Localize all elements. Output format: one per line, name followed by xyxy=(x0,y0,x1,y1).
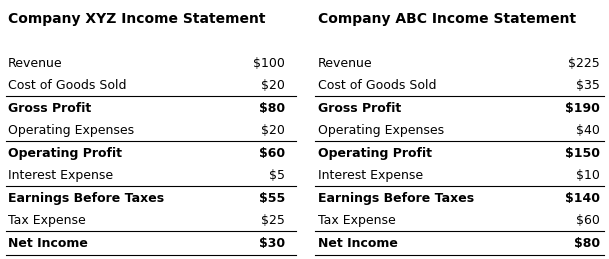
Text: Tax Expense: Tax Expense xyxy=(8,214,86,227)
Text: Company XYZ Income Statement: Company XYZ Income Statement xyxy=(8,12,266,26)
Text: Cost of Goods Sold: Cost of Goods Sold xyxy=(8,79,127,92)
Text: $20: $20 xyxy=(261,124,285,137)
Text: $5: $5 xyxy=(269,169,285,182)
Text: Earnings Before Taxes: Earnings Before Taxes xyxy=(8,192,164,205)
Text: $140: $140 xyxy=(565,192,600,205)
Text: Operating Expenses: Operating Expenses xyxy=(8,124,134,137)
Text: Company ABC Income Statement: Company ABC Income Statement xyxy=(318,12,576,26)
Text: $60: $60 xyxy=(259,147,285,160)
Text: $30: $30 xyxy=(259,237,285,250)
Text: $20: $20 xyxy=(261,79,285,92)
Text: $100: $100 xyxy=(253,57,285,70)
Text: Operating Expenses: Operating Expenses xyxy=(318,124,444,137)
Text: Gross Profit: Gross Profit xyxy=(8,102,91,115)
Text: $35: $35 xyxy=(576,79,600,92)
Text: Net Income: Net Income xyxy=(8,237,88,250)
Text: $80: $80 xyxy=(574,237,600,250)
Text: $60: $60 xyxy=(576,214,600,227)
Text: Operating Profit: Operating Profit xyxy=(318,147,432,160)
Text: Revenue: Revenue xyxy=(318,57,373,70)
Text: Interest Expense: Interest Expense xyxy=(318,169,423,182)
Text: $25: $25 xyxy=(261,214,285,227)
Text: $80: $80 xyxy=(259,102,285,115)
Text: $55: $55 xyxy=(259,192,285,205)
Text: Earnings Before Taxes: Earnings Before Taxes xyxy=(318,192,474,205)
Text: $190: $190 xyxy=(565,102,600,115)
Text: $150: $150 xyxy=(565,147,600,160)
Text: Revenue: Revenue xyxy=(8,57,63,70)
Text: Net Income: Net Income xyxy=(318,237,398,250)
Text: $225: $225 xyxy=(568,57,600,70)
Text: Gross Profit: Gross Profit xyxy=(318,102,401,115)
Text: Cost of Goods Sold: Cost of Goods Sold xyxy=(318,79,437,92)
Text: $40: $40 xyxy=(576,124,600,137)
Text: Operating Profit: Operating Profit xyxy=(8,147,122,160)
Text: Tax Expense: Tax Expense xyxy=(318,214,396,227)
Text: Interest Expense: Interest Expense xyxy=(8,169,113,182)
Text: $10: $10 xyxy=(576,169,600,182)
